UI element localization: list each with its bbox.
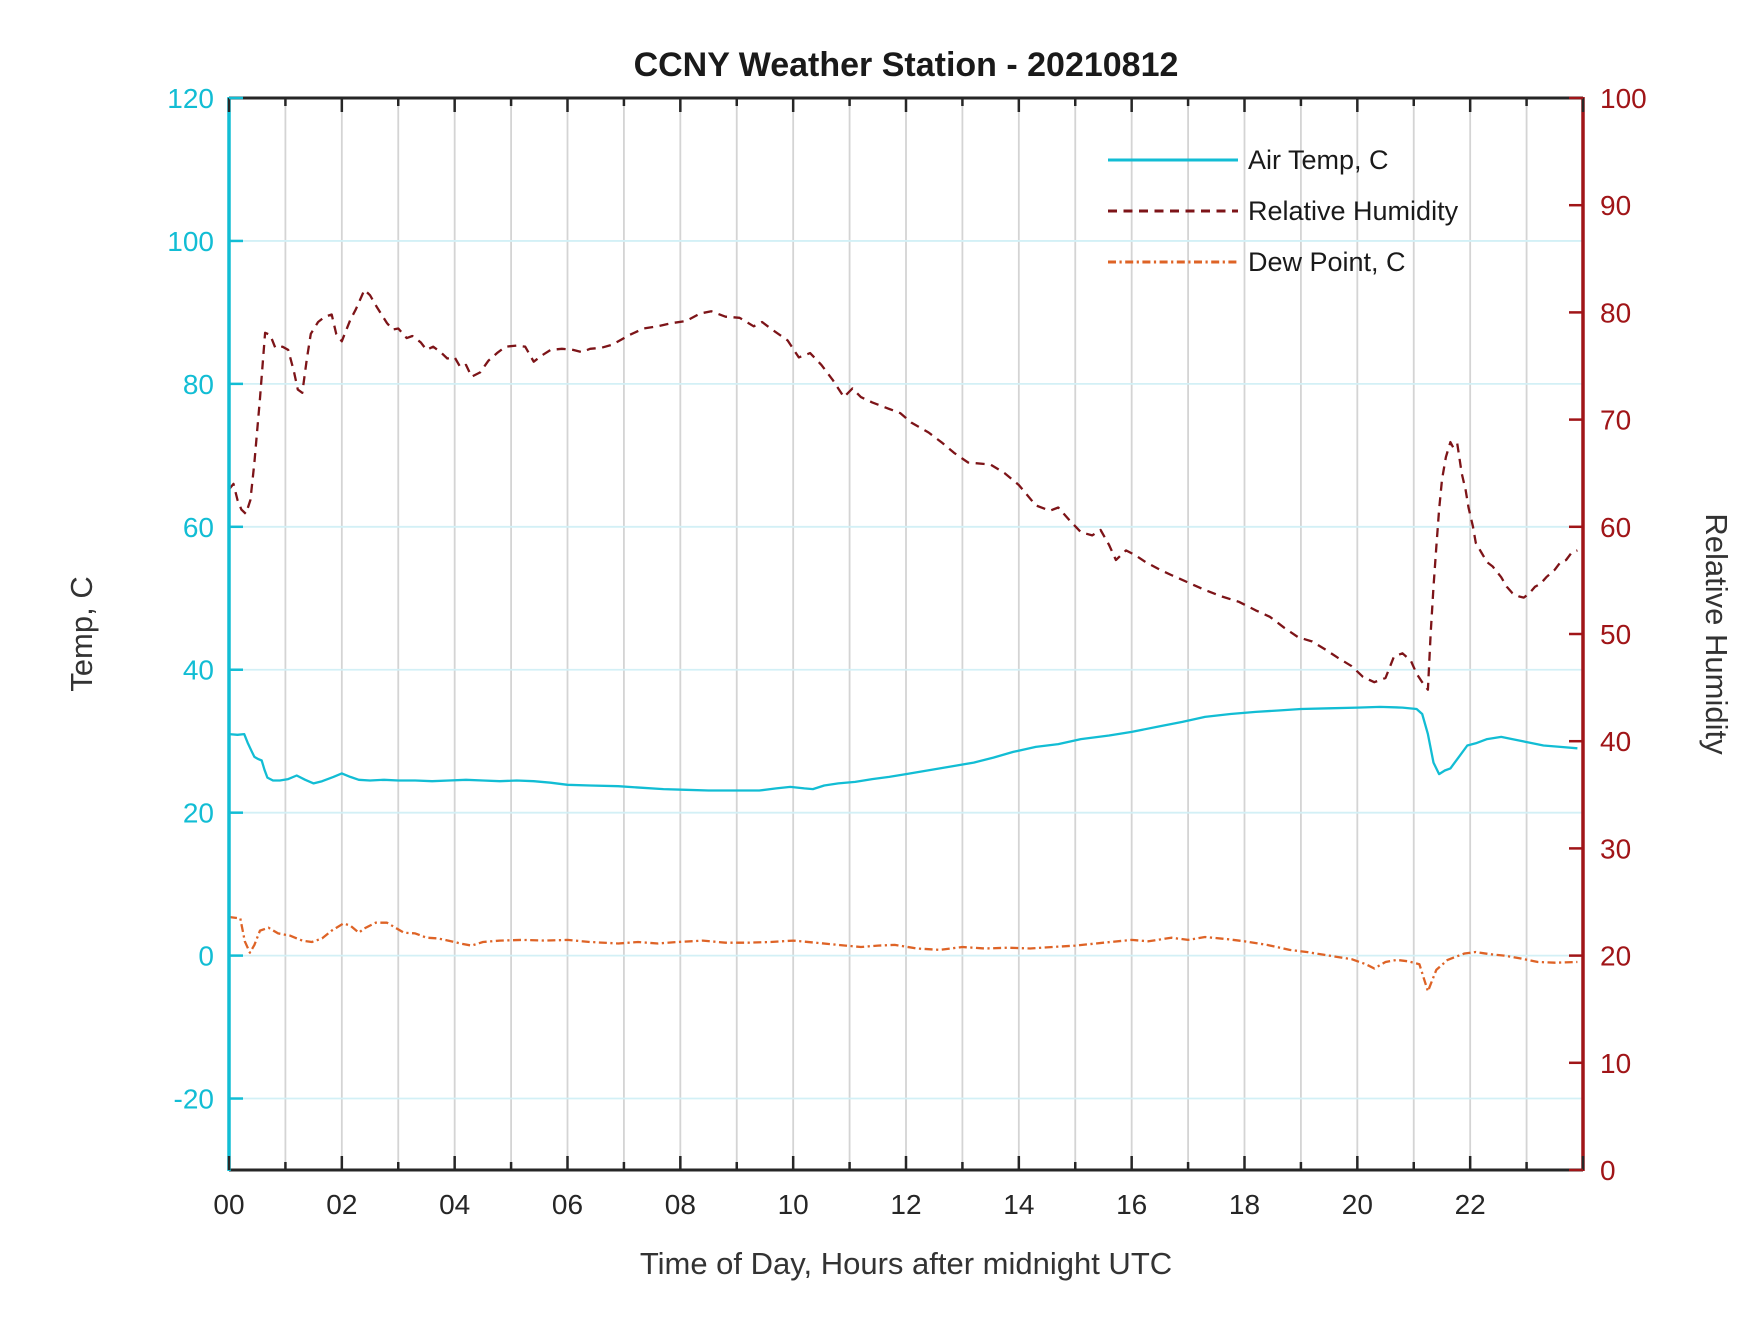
- right-tick-label: 30: [1600, 833, 1631, 864]
- right-tick-label: 90: [1600, 190, 1631, 221]
- x-axis-label: Time of Day, Hours after midnight UTC: [640, 1246, 1172, 1281]
- series-line-1: [228, 288, 1578, 691]
- legend-item-air-temp: Air Temp, C: [1108, 145, 1389, 175]
- vertical-gridlines: [284, 98, 1528, 1170]
- horizontal-gridlines: [229, 240, 1583, 1100]
- left-tick-label: 0: [198, 941, 214, 972]
- chart-title: CCNY Weather Station - 20210812: [634, 46, 1179, 84]
- right-tick-label: 60: [1600, 512, 1631, 543]
- legend: Air Temp, C Relative Humidity Dew Point,…: [1108, 145, 1459, 277]
- series-line-2: [228, 915, 1578, 993]
- data-series: [228, 288, 1578, 993]
- right-tick-label: 50: [1600, 619, 1631, 650]
- right-tick-label: 40: [1600, 726, 1631, 757]
- x-tick-label: 20: [1342, 1189, 1373, 1220]
- legend-label-dew-point: Dew Point, C: [1248, 247, 1406, 277]
- left-y-axis-label: Temp, C: [64, 576, 99, 691]
- x-tick-label: 02: [326, 1189, 357, 1220]
- right-tick-label: 10: [1600, 1048, 1631, 1079]
- left-tick-label: 60: [183, 512, 214, 543]
- x-tick-label: 14: [1003, 1189, 1034, 1220]
- left-tick-label: 120: [167, 83, 214, 114]
- x-tick-label: 22: [1455, 1189, 1486, 1220]
- x-tick-label: 18: [1229, 1189, 1260, 1220]
- right-tick-label: 0: [1600, 1155, 1616, 1186]
- legend-label-air-temp: Air Temp, C: [1248, 145, 1389, 175]
- x-tick-label: 00: [213, 1189, 244, 1220]
- left-tick-label: 20: [183, 798, 214, 829]
- legend-item-relative-humidity: Relative Humidity: [1108, 196, 1459, 226]
- right-y-axis-label: Relative Humidity: [1699, 513, 1734, 755]
- right-tick-label: 80: [1600, 297, 1631, 328]
- legend-item-dew-point: Dew Point, C: [1108, 247, 1406, 277]
- left-tick-label: -20: [174, 1084, 214, 1115]
- x-tick-label: 06: [552, 1189, 583, 1220]
- left-tick-label: 100: [167, 226, 214, 257]
- axis-tick-labels: 00 02 04 06 08 10 12 14 16 18 20 22-200204060801001…: [167, 83, 1646, 1220]
- left-tick-label: 80: [183, 369, 214, 400]
- left-tick-label: 40: [183, 655, 214, 686]
- right-tick-label: 70: [1600, 405, 1631, 436]
- x-tick-label: 10: [778, 1189, 809, 1220]
- right-tick-label: 100: [1600, 83, 1647, 114]
- series-line-0: [228, 705, 1578, 792]
- legend-label-relative-humidity: Relative Humidity: [1248, 196, 1459, 226]
- axis-ticks: [227, 96, 1585, 1172]
- right-tick-label: 20: [1600, 941, 1631, 972]
- x-tick-label: 04: [439, 1189, 470, 1220]
- x-tick-label: 12: [890, 1189, 921, 1220]
- x-tick-label: 16: [1116, 1189, 1147, 1220]
- x-tick-label: 08: [665, 1189, 696, 1220]
